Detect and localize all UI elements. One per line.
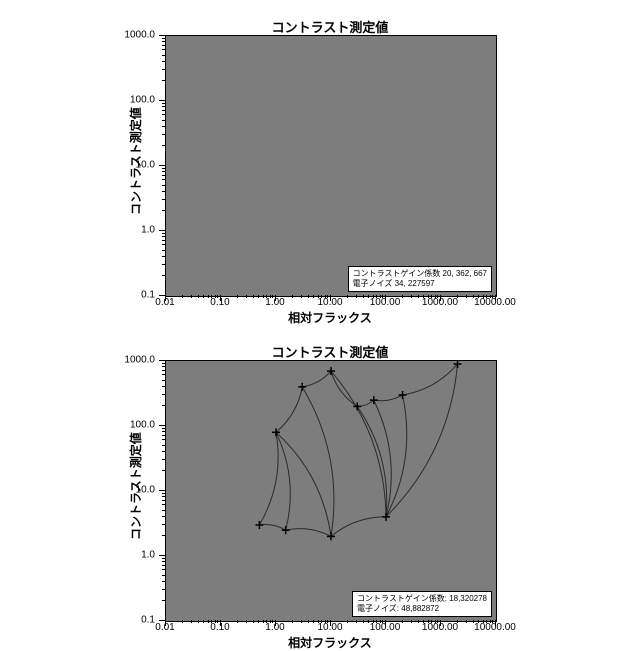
legend-line: 電子ノイズ: 48,882872 bbox=[357, 604, 487, 614]
x-tick-label: 10.00 bbox=[317, 297, 342, 308]
x-tick-label: 0.10 bbox=[210, 297, 229, 308]
x-tick-label: 1000.00 bbox=[422, 297, 458, 308]
x-tick-label: 10.00 bbox=[317, 622, 342, 633]
legend-line: コントラストゲイン係数 20, 362, 667 bbox=[353, 269, 487, 279]
y-tick-label: 100.0 bbox=[115, 420, 155, 431]
plot-area: コントラストゲイン係数 20, 362, 667 電子ノイズ 34, 22759… bbox=[165, 35, 497, 297]
x-axis-label: 相対フラックス bbox=[165, 634, 495, 651]
x-tick-label: 10000.00 bbox=[474, 622, 516, 633]
y-tick-label: 1.0 bbox=[115, 550, 155, 561]
contrast-chart-bottom: コントラスト測定値 コントラストゲイン係数: 18,320278 電子ノイズ: … bbox=[165, 360, 495, 620]
y-tick-label: 0.1 bbox=[115, 290, 155, 301]
y-tick-label: 10.0 bbox=[115, 485, 155, 496]
legend-box: コントラストゲイン係数 20, 362, 667 電子ノイズ 34, 22759… bbox=[348, 266, 492, 292]
x-tick-label: 10000.00 bbox=[474, 297, 516, 308]
x-tick-label: 0.01 bbox=[155, 622, 174, 633]
page: コントラスト測定値 コントラストゲイン係数 20, 362, 667 電子ノイズ… bbox=[0, 0, 640, 648]
x-tick-label: 0.01 bbox=[155, 297, 174, 308]
legend-line: 電子ノイズ 34, 227597 bbox=[353, 279, 487, 289]
y-tick-label: 1.0 bbox=[115, 225, 155, 236]
x-tick-label: 1.00 bbox=[265, 622, 284, 633]
y-tick-label: 1000.0 bbox=[115, 355, 155, 366]
contrast-chart-top: コントラスト測定値 コントラストゲイン係数 20, 362, 667 電子ノイズ… bbox=[165, 35, 495, 295]
chart-overlay bbox=[166, 36, 496, 296]
x-axis-label: 相対フラックス bbox=[165, 309, 495, 326]
x-tick-label: 1000.00 bbox=[422, 622, 458, 633]
chart-title: コントラスト測定値 bbox=[165, 17, 495, 36]
y-tick-label: 10.0 bbox=[115, 160, 155, 171]
x-tick-label: 100.00 bbox=[370, 297, 401, 308]
y-tick-label: 1000.0 bbox=[115, 30, 155, 41]
y-tick-label: 100.0 bbox=[115, 95, 155, 106]
x-tick-label: 0.10 bbox=[210, 622, 229, 633]
x-tick-label: 100.00 bbox=[370, 622, 401, 633]
plot-area: コントラストゲイン係数: 18,320278 電子ノイズ: 48,882872 bbox=[165, 360, 497, 622]
chart-overlay bbox=[166, 361, 496, 621]
legend-line: コントラストゲイン係数: 18,320278 bbox=[357, 594, 487, 604]
x-tick-label: 1.00 bbox=[265, 297, 284, 308]
legend-box: コントラストゲイン係数: 18,320278 電子ノイズ: 48,882872 bbox=[352, 591, 492, 617]
chart-title: コントラスト測定値 bbox=[165, 342, 495, 361]
y-tick-label: 0.1 bbox=[115, 615, 155, 626]
